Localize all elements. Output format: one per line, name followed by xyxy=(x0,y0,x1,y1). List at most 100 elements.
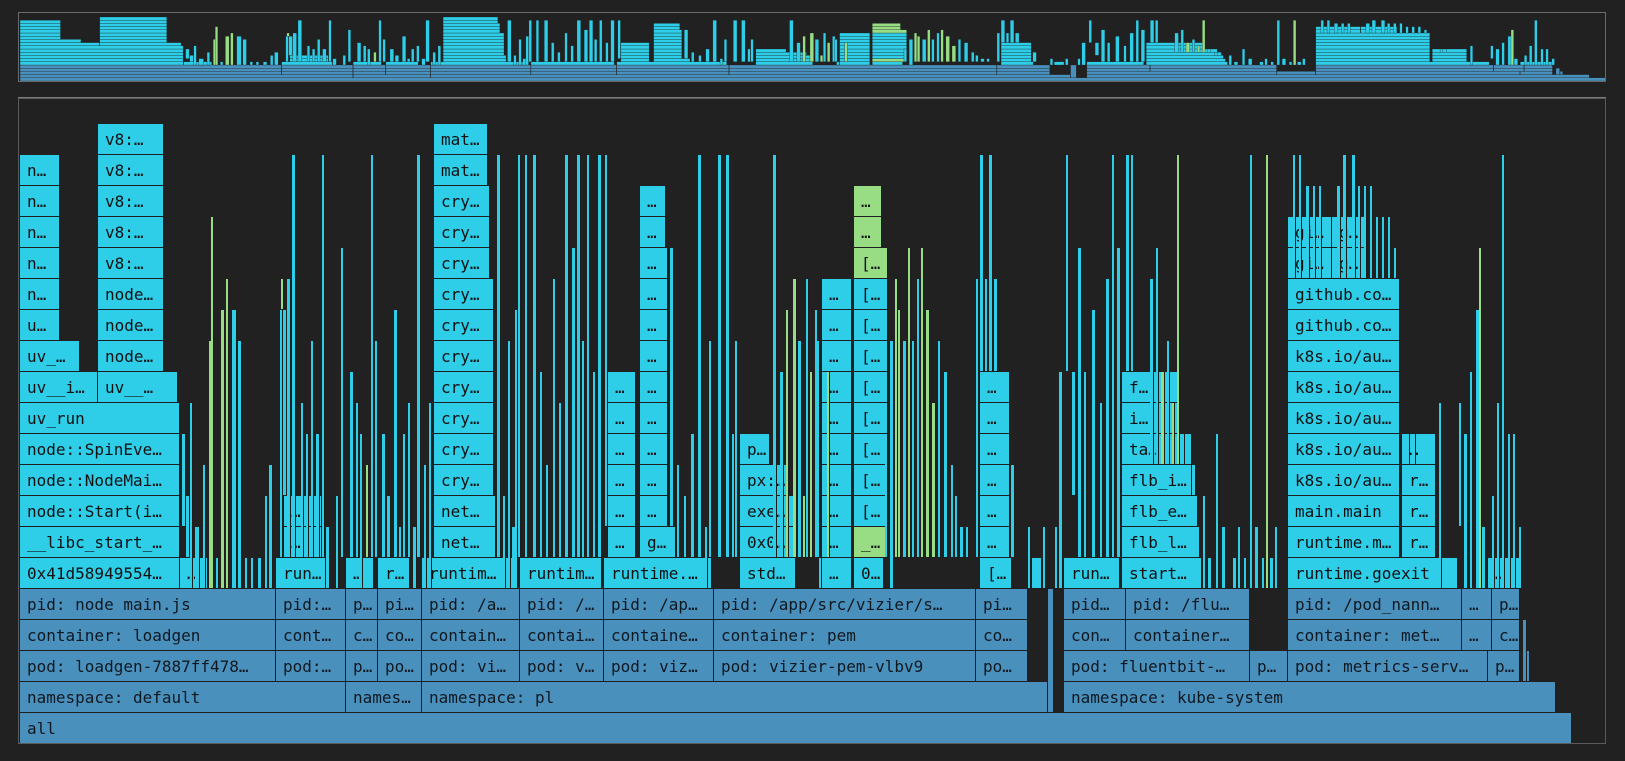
flame-frame-narrow[interactable] xyxy=(1388,217,1391,279)
flame-frame-narrow[interactable] xyxy=(803,496,806,558)
flame-frame[interactable]: container: pem xyxy=(714,620,976,651)
flame-frame-narrow[interactable] xyxy=(280,310,283,558)
flame-frame-narrow[interactable] xyxy=(1208,558,1212,589)
flame-frame[interactable]: r… xyxy=(1402,527,1436,558)
flame-frame[interactable]: u… xyxy=(20,310,60,341)
flame-frame-narrow[interactable] xyxy=(1523,620,1527,682)
flamegraph-minimap[interactable] xyxy=(18,12,1606,82)
flame-frame-narrow[interactable] xyxy=(926,310,930,558)
flame-frame-narrow[interactable] xyxy=(341,248,344,558)
flame-frame-narrow[interactable] xyxy=(985,279,988,372)
flame-frame[interactable]: runtim… xyxy=(520,558,602,589)
flame-frame-narrow[interactable] xyxy=(1497,403,1500,589)
flame-frame[interactable]: container: loadgen xyxy=(20,620,276,651)
flame-frame-narrow[interactable] xyxy=(1343,155,1347,279)
flame-frame-narrow[interactable] xyxy=(1527,651,1530,682)
flame-frame[interactable]: uv_… xyxy=(20,341,80,372)
flame-frame[interactable]: co… xyxy=(976,620,1028,651)
flame-frame-narrow[interactable] xyxy=(413,527,417,589)
flame-frame-narrow[interactable] xyxy=(211,217,214,589)
flame-frame[interactable]: n… xyxy=(20,217,60,248)
flame-frame-narrow[interactable] xyxy=(1502,155,1505,589)
flame-frame-narrow[interactable] xyxy=(1376,217,1379,279)
flame-frame[interactable]: names… xyxy=(346,682,422,713)
flame-frame-narrow[interactable] xyxy=(1059,372,1063,589)
flame-frame[interactable]: … xyxy=(640,279,668,310)
flame-frame[interactable]: k8s.io/au… xyxy=(1288,341,1400,372)
flame-frame-narrow[interactable] xyxy=(1394,248,1397,279)
flame-frame-narrow[interactable] xyxy=(806,279,809,558)
flame-frame[interactable]: pod: loadgen-7887ff478… xyxy=(20,651,276,682)
flame-frame[interactable]: … xyxy=(640,310,668,341)
flame-frame-narrow[interactable] xyxy=(670,248,674,527)
flame-frame[interactable]: pid: /… xyxy=(520,589,604,620)
flame-frame-narrow[interactable] xyxy=(322,155,325,558)
flame-frame-narrow[interactable] xyxy=(819,558,822,589)
flame-frame-narrow[interactable] xyxy=(735,341,738,558)
flame-frame[interactable]: node… xyxy=(98,310,164,341)
flame-frame-narrow[interactable] xyxy=(1299,155,1302,279)
flame-frame-narrow[interactable] xyxy=(773,155,777,558)
flame-frame-narrow[interactable] xyxy=(1293,155,1296,279)
flame-frame[interactable]: cry… xyxy=(434,403,494,434)
flame-frame-narrow[interactable] xyxy=(497,155,501,558)
flame-frame-narrow[interactable] xyxy=(356,403,359,558)
flame-frame[interactable]: node… xyxy=(98,341,164,372)
flame-frame[interactable]: r… xyxy=(1402,465,1436,496)
flame-frame-narrow[interactable] xyxy=(375,341,378,558)
flame-frame[interactable]: namespace: kube-system xyxy=(1064,682,1556,713)
flame-frame-narrow[interactable] xyxy=(1470,372,1473,589)
flame-frame-narrow[interactable] xyxy=(1043,527,1046,589)
flame-frame[interactable]: … xyxy=(640,248,668,279)
flame-frame-narrow[interactable] xyxy=(258,558,262,589)
flame-frame[interactable]: n… xyxy=(20,248,60,279)
flame-frame-narrow[interactable] xyxy=(1131,155,1134,372)
flame-frame[interactable]: [… xyxy=(854,310,888,341)
flame-frame-narrow[interactable] xyxy=(718,155,722,558)
flame-frame[interactable]: node::Start(i… xyxy=(20,496,180,527)
flame-frame-narrow[interactable] xyxy=(1182,434,1185,465)
flame-frame[interactable]: n… xyxy=(20,186,60,217)
flame-frame-narrow[interactable] xyxy=(1464,434,1468,589)
flame-frame[interactable]: 0x41d58949554… xyxy=(20,558,180,589)
flame-frame-narrow[interactable] xyxy=(793,279,797,558)
flame-frame[interactable]: pid… xyxy=(1064,589,1126,620)
flame-frame[interactable]: pod: v… xyxy=(520,651,604,682)
flame-frame[interactable]: v8:… xyxy=(98,248,164,279)
flame-frame-narrow[interactable] xyxy=(1216,434,1219,589)
flame-frame-narrow[interactable] xyxy=(245,558,248,589)
flame-frame[interactable]: … xyxy=(608,372,636,403)
flame-frame-narrow[interactable] xyxy=(691,434,695,558)
flame-frame[interactable]: net… xyxy=(434,527,496,558)
flame-frame[interactable]: mat… xyxy=(434,124,488,155)
flame-frame-narrow[interactable] xyxy=(371,155,374,558)
flame-frame[interactable]: cry… xyxy=(434,434,494,465)
flame-frame[interactable]: github.co… xyxy=(1288,310,1400,341)
flame-frame-narrow[interactable] xyxy=(1177,155,1180,465)
flame-frame-narrow[interactable] xyxy=(890,341,894,589)
flame-frame-narrow[interactable] xyxy=(1084,372,1087,558)
flame-frame-narrow[interactable] xyxy=(908,248,911,558)
flame-frame[interactable]: … xyxy=(640,341,668,372)
flame-frame-narrow[interactable] xyxy=(903,341,907,558)
flame-frame[interactable]: k8s.io/au… xyxy=(1288,403,1400,434)
flame-frame[interactable]: run… xyxy=(276,558,326,589)
flame-frame[interactable]: … xyxy=(608,403,636,434)
flame-frame-narrow[interactable] xyxy=(1112,155,1115,558)
flame-frame-narrow[interactable] xyxy=(503,496,506,589)
flame-frame-narrow[interactable] xyxy=(912,341,915,558)
flame-frame[interactable]: … xyxy=(1462,589,1492,620)
flame-frame[interactable]: r… xyxy=(378,558,410,589)
flame-frame-narrow[interactable] xyxy=(1358,186,1361,279)
flame-frame-narrow[interactable] xyxy=(684,496,687,558)
flame-frame-narrow[interactable] xyxy=(572,248,576,558)
flame-frame-narrow[interactable] xyxy=(798,341,802,558)
flame-frame[interactable]: pod: vi… xyxy=(422,651,520,682)
flame-frame-narrow[interactable] xyxy=(1313,186,1316,279)
flame-frame-narrow[interactable] xyxy=(1072,372,1076,496)
flame-frame[interactable]: n… xyxy=(20,155,60,186)
flame-frame[interactable]: [… xyxy=(854,372,888,403)
flame-frame-narrow[interactable] xyxy=(605,155,608,527)
flame-frame-narrow[interactable] xyxy=(1337,186,1341,279)
flame-frame-narrow[interactable] xyxy=(1189,465,1192,496)
